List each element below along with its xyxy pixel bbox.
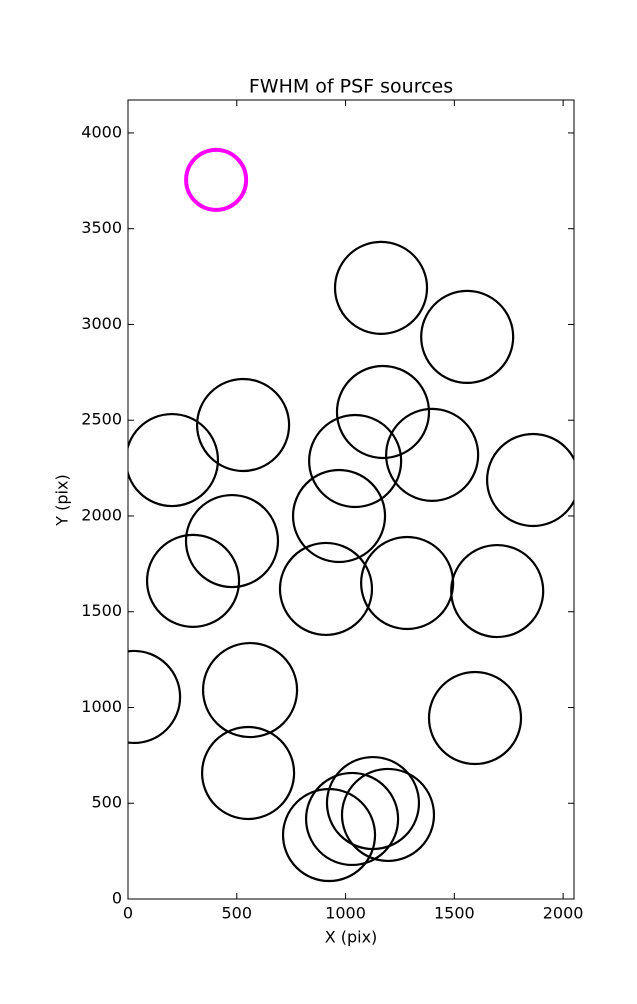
source-circle [200,725,296,821]
y-tick-label: 1500 [81,601,122,620]
source-circle [420,289,515,385]
y-tick-label: 2000 [81,505,122,524]
x-tick-label: 1500 [434,904,475,923]
source-circle [278,541,374,637]
source-circle [291,468,387,564]
source-circle [340,767,436,863]
y-tick-label: 2500 [81,410,122,429]
source-circle [128,649,182,745]
y-tick-label: 3000 [81,314,122,333]
source-circle [308,413,403,509]
y-axis-label: Y (pix) [53,474,72,526]
y-tick-label: 500 [91,793,122,812]
source-circle [184,493,280,589]
source-circle [195,377,291,473]
axes-frame [127,99,575,900]
x-tick-label: 1000 [325,904,366,923]
y-tick-label: 4000 [81,122,122,141]
source-circle [450,543,545,639]
source-circle [281,787,377,883]
source-circle [304,771,400,867]
source-circle [360,535,455,631]
source-circle [333,240,429,335]
source-circle [427,670,523,766]
x-axis-label: X (pix) [325,928,378,947]
source-circle [335,364,431,460]
source-circle [145,533,241,628]
source-circle [486,432,574,528]
y-tick-label: 1000 [81,697,122,716]
source-circle [128,412,220,508]
source-circle [385,407,480,502]
x-tick-label: 500 [222,904,253,923]
x-tick-label: 0 [123,904,133,923]
plot-area [128,147,574,883]
x-tick-label: 2000 [543,904,584,923]
y-tick-label: 3500 [81,218,122,237]
y-tick-label: 0 [112,889,122,908]
chart-title: FWHM of PSF sources [249,76,453,98]
source-circle [201,641,299,739]
source-circle [184,147,249,212]
